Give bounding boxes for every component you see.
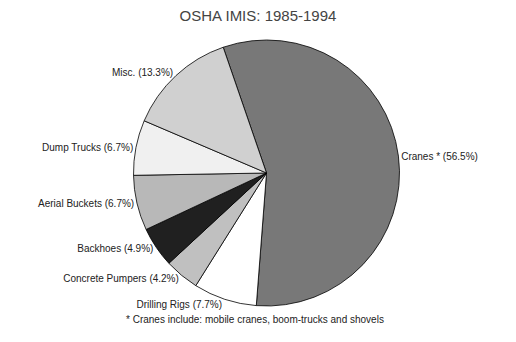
svg-text:Aerial Buckets (6.7%): Aerial Buckets (6.7%) xyxy=(38,198,134,209)
svg-text:Drilling Rigs (7.7%): Drilling Rigs (7.7%) xyxy=(136,299,222,310)
svg-text:Backhoes (4.9%): Backhoes (4.9%) xyxy=(77,243,153,254)
svg-text:* Cranes include: mobile crane: * Cranes include: mobile cranes, boom-tr… xyxy=(126,314,384,325)
svg-text:Concrete Pumpers (4.2%): Concrete Pumpers (4.2%) xyxy=(63,273,179,284)
svg-text:Misc. (13.3%): Misc. (13.3%) xyxy=(112,67,173,78)
svg-text:OSHA IMIS: 1985-1994: OSHA IMIS: 1985-1994 xyxy=(180,7,337,24)
svg-text:Dump Trucks (6.7%): Dump Trucks (6.7%) xyxy=(42,142,133,153)
svg-text:Cranes * (56.5%): Cranes * (56.5%) xyxy=(401,151,478,162)
